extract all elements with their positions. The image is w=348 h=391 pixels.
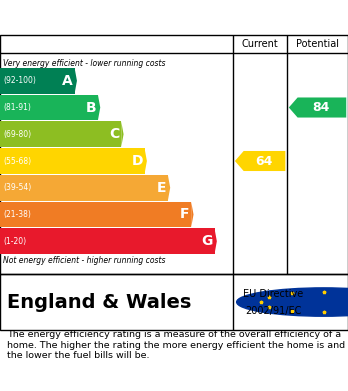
Text: (81-91): (81-91) xyxy=(3,103,31,112)
Polygon shape xyxy=(191,202,193,227)
Text: B: B xyxy=(86,100,96,115)
Bar xyxy=(0,95,98,120)
Text: (21-38): (21-38) xyxy=(3,210,31,219)
Text: 64: 64 xyxy=(255,154,272,167)
Bar xyxy=(0,68,74,93)
Polygon shape xyxy=(98,95,100,120)
Polygon shape xyxy=(74,68,77,93)
Text: England & Wales: England & Wales xyxy=(7,292,191,312)
Polygon shape xyxy=(168,175,170,201)
Text: 84: 84 xyxy=(313,101,330,114)
Bar xyxy=(0,148,144,174)
Text: EU Directive: EU Directive xyxy=(243,289,303,299)
Text: (1-20): (1-20) xyxy=(3,237,26,246)
Text: (55-68): (55-68) xyxy=(3,156,32,165)
Polygon shape xyxy=(289,97,346,118)
Text: C: C xyxy=(109,127,119,141)
Bar xyxy=(0,228,214,254)
Text: (39-54): (39-54) xyxy=(3,183,32,192)
Text: Very energy efficient - lower running costs: Very energy efficient - lower running co… xyxy=(3,59,166,68)
Bar xyxy=(0,202,191,227)
Text: Potential: Potential xyxy=(296,39,339,49)
Circle shape xyxy=(237,288,348,316)
Text: A: A xyxy=(62,74,73,88)
Polygon shape xyxy=(214,228,217,254)
Text: Not energy efficient - higher running costs: Not energy efficient - higher running co… xyxy=(3,256,166,265)
Polygon shape xyxy=(144,148,147,174)
Polygon shape xyxy=(235,151,285,171)
Text: (92-100): (92-100) xyxy=(3,76,36,85)
Text: D: D xyxy=(131,154,143,168)
Text: Current: Current xyxy=(242,39,278,49)
Text: (69-80): (69-80) xyxy=(3,130,32,139)
Text: 2002/91/EC: 2002/91/EC xyxy=(245,305,301,316)
Bar xyxy=(0,175,168,201)
Text: Energy Efficiency Rating: Energy Efficiency Rating xyxy=(60,9,288,27)
Text: F: F xyxy=(180,208,189,221)
Bar xyxy=(0,122,121,147)
Text: The energy efficiency rating is a measure of the overall efficiency of a home. T: The energy efficiency rating is a measur… xyxy=(7,330,345,360)
Text: G: G xyxy=(201,234,213,248)
Text: E: E xyxy=(157,181,166,195)
Polygon shape xyxy=(121,122,124,147)
